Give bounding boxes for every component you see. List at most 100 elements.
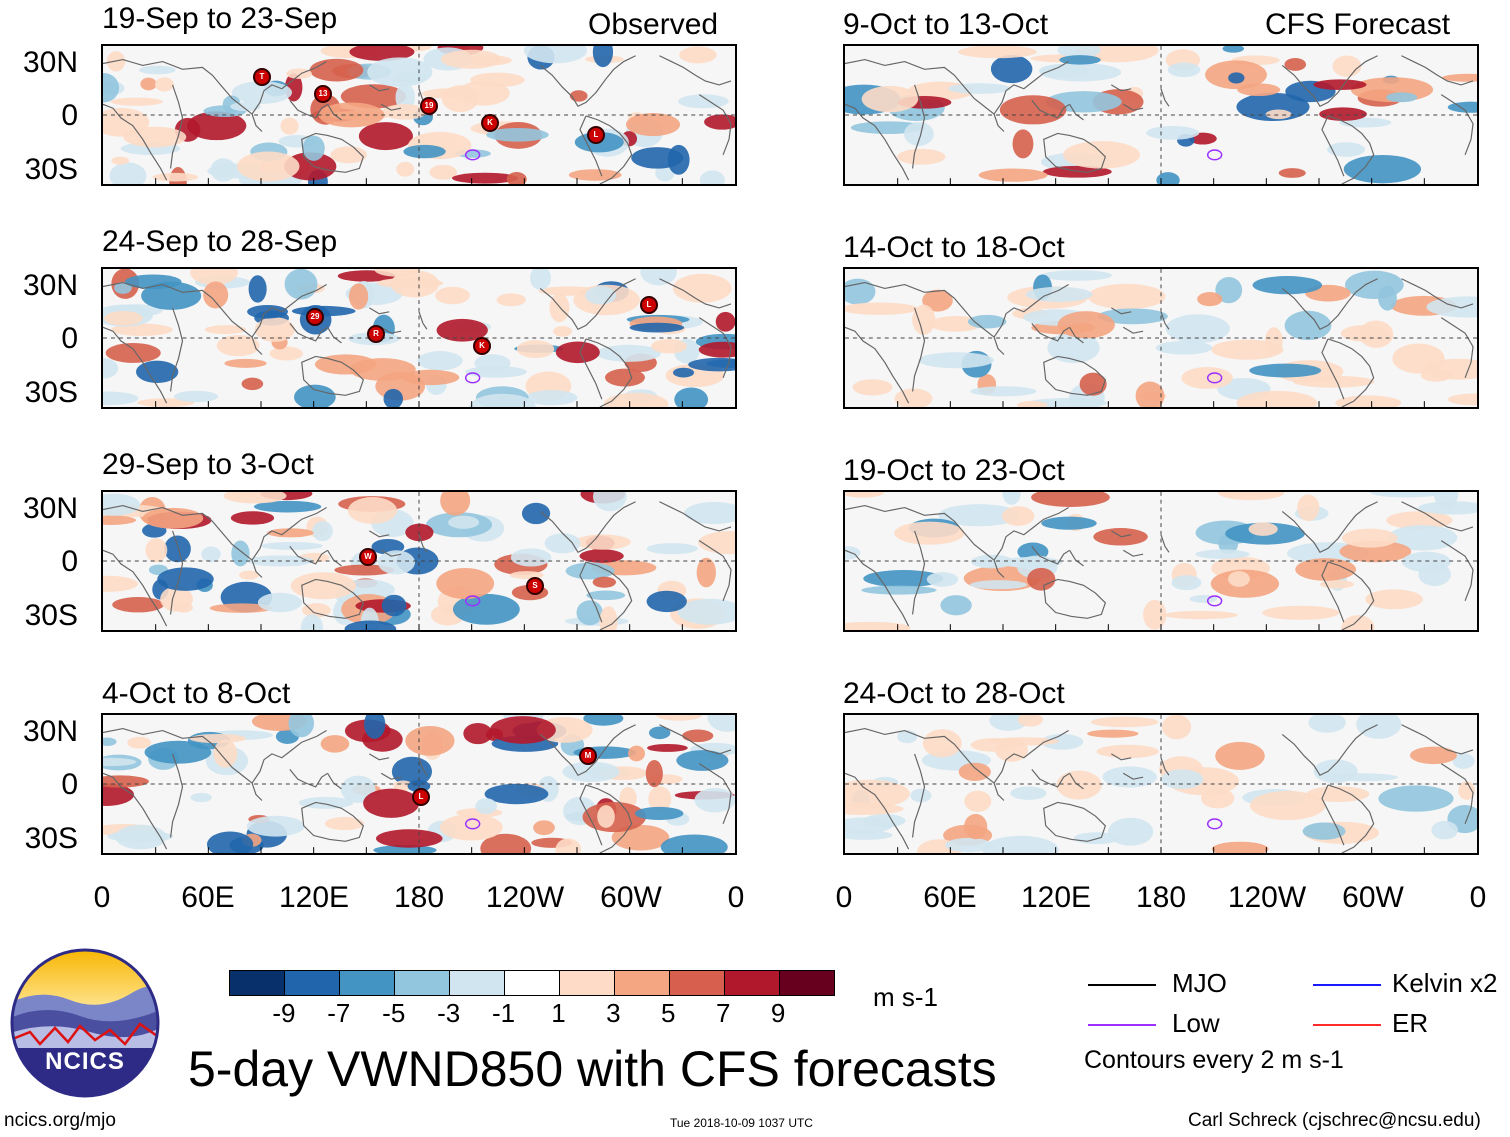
coastline [845,103,910,181]
lon-label: 0 [727,881,745,914]
anomaly-blob [1057,311,1115,339]
anomaly-blob [647,743,688,752]
coastline [327,550,342,567]
anomaly-blob [1228,72,1245,84]
anomaly-blob [676,750,729,771]
colorbar-swatch [395,971,450,995]
anomaly-blob [257,592,302,613]
anomaly-blob [648,786,672,812]
anomaly-blob [523,46,588,64]
anomaly-blob [605,368,645,387]
colorbar [229,970,835,996]
anomaly-field [103,46,735,184]
anomaly-blob [1027,398,1108,407]
coastline [1321,561,1345,623]
anomaly-blob [1295,558,1357,581]
anomaly-blob [1249,790,1326,821]
anomaly-blob [1343,154,1422,184]
anomaly-blob [1365,589,1423,610]
anomaly-blob [1452,753,1475,769]
coastline [1440,94,1474,156]
anomaly-blob [1161,715,1192,740]
anomaly-blob [958,762,991,781]
panel-title-obs-4: 4-Oct to 8-Oct [102,677,291,710]
anomaly-blob [579,549,624,563]
anomaly-blob [436,567,495,600]
anomaly-blob [922,729,962,758]
anomaly-blob [597,805,615,828]
colorbar-units: m s-1 [873,982,938,1012]
colorbar-tick-label: -5 [382,998,406,1028]
anomaly-blob [599,606,618,630]
anomaly-blob [382,104,428,120]
panel-title-fc-2: 14-Oct to 18-Oct [843,231,1065,264]
anomaly-blob [429,164,458,180]
anomaly-blob [377,550,416,575]
anomaly-blob [958,46,1037,59]
anomaly-blob [241,377,264,391]
anomaly-blob [435,286,470,305]
anomaly-blob [344,620,397,630]
anomaly-blob [246,815,305,837]
panel-title-obs-2: 24-Sep to 28-Sep [102,225,338,258]
coastline [169,307,184,392]
colorbar-swatch [230,971,285,995]
anomaly-blob [945,837,993,853]
anomaly-blob [451,172,518,184]
anomaly-blob [1447,393,1477,406]
anomaly-blob [203,281,229,309]
lon-label: 180 [1135,881,1187,914]
coastline [380,549,402,557]
anomaly-blob [678,94,729,109]
storm-marker: K [481,114,499,132]
anomaly-blob [1001,506,1035,526]
anomaly-blob [239,570,259,580]
colorbar-swatch [725,971,780,995]
coastline [1281,724,1378,777]
coastline [301,132,365,173]
anomaly-blob [440,49,502,69]
anomaly-blob [682,729,714,743]
coastline [1031,323,1070,342]
anomaly-blob [381,594,407,617]
lat-label-30n: 30N [22,269,78,302]
anomaly-blob [988,737,1060,746]
coastline [1160,311,1170,330]
coastline [585,115,633,184]
anomaly-blob [286,68,312,79]
anomaly-blob [1002,492,1021,505]
anomaly-blob [530,269,552,290]
lon-label: 0 [1469,881,1487,914]
anomaly-blob [1197,292,1223,307]
coastline [289,546,328,565]
coastline [103,282,327,338]
author-credit: Carl Schreck (cjschrec@ncsu.edu) [1188,1110,1481,1131]
coastline [1043,801,1107,842]
coastline [1321,338,1345,400]
anomaly-blob [363,788,420,818]
coastline [369,84,390,92]
coastline [1401,278,1474,309]
colorbar-swatch [450,971,505,995]
anomaly-blob [576,600,603,626]
anomaly-blob [154,77,174,92]
anomaly-blob [1087,729,1139,738]
anomaly-blob [1146,125,1200,140]
source-url[interactable]: ncics.org/mjo [4,1110,116,1131]
anomaly-blob [269,346,303,361]
anomaly-blob [114,281,132,294]
anomaly-blob [970,554,1014,569]
low-contour [1206,372,1223,384]
anomaly-blob [436,318,488,342]
coastline [103,772,168,850]
coastline [1111,753,1132,761]
coastline [1440,317,1474,379]
legend-line-low [1088,1024,1156,1026]
coastline [539,724,636,777]
coastline [1281,55,1378,108]
anomaly-blob [1332,55,1362,77]
anomaly-blob [592,46,614,68]
anomaly-blob [603,392,669,407]
lon-label: 120W [1227,881,1307,914]
anomaly-blob [452,593,520,625]
